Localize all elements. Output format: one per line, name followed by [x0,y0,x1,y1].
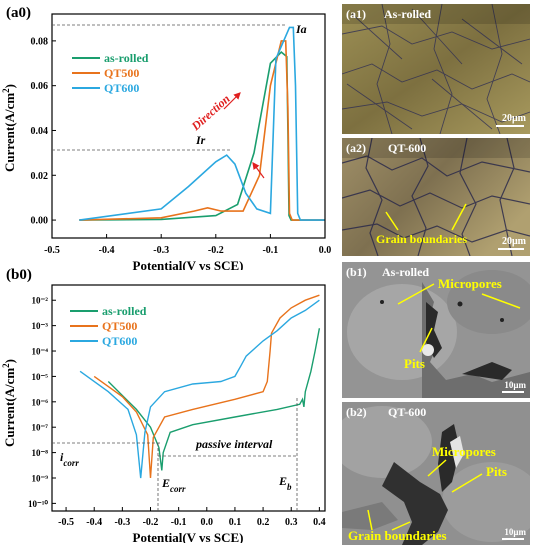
a0-plot-frame [51,13,326,239]
pits-label-b2: Pits [486,464,507,479]
b0-x-tick-label: 0.4 [313,517,326,528]
b0-legend: as-rolled QT500 QT600 [70,304,147,348]
legend-label-qt600: QT600 [102,334,137,348]
b0-y-tick-label: 10⁻⁷ [32,423,49,433]
b0-x-tick-label: -0.2 [143,517,159,528]
b0-y-tick-label: 10⁻⁴ [32,347,49,357]
annotation-arrows-b1 [397,283,521,353]
b0-y-tick-label: 10⁻⁸ [32,448,49,458]
a0-x-tick-label: -0.4 [99,245,115,256]
b0-x-tick-label: 0.2 [257,517,270,528]
a0-y-tick-label: 0.02 [31,171,49,182]
ia-label: Ia [295,22,307,36]
ecorr-label: Ecorr [161,476,186,494]
sem-image-b1-texture [342,262,530,398]
scale-bar-a2 [498,248,524,250]
a0-legend: as-rolled QT500 QT600 [72,51,149,95]
scale-label-b1: 10μm [504,380,526,390]
micropores-label-b2: Micropores [432,444,496,459]
legend-label-qt500: QT500 [102,319,137,333]
panel-label-a2: (a2) [346,141,366,155]
caption-a2: QT-600 [388,141,427,155]
grain-boundaries-label-a2: Grain boundaries [376,232,468,246]
sem-image-b2: (b2) QT-600 Micropores Pits Grain bounda… [342,402,530,545]
b0-x-tick-label: 0.3 [285,517,298,528]
b0-x-tick-label: -0.1 [171,517,187,528]
b0-series-line-as-rolled [107,328,321,471]
a0-y-axis-label: Current(A/cm2) [1,84,17,172]
scale-bar-b1 [502,391,524,393]
micrograph-a2-texture [342,138,530,256]
micrograph-a2: (a2) QT-600 Grain boundaries 20μm [342,138,530,256]
direction-label: Direction [188,91,233,134]
b0-series-line-qt500 [93,294,320,479]
chart-b0-polarization: (b0) -0.5 -0.4 -0.3 -0.2 -0.1 0.0 0.1 0.2 0.3 0.4… [1,267,326,543]
b0-x-tick-label: 0.0 [201,517,214,528]
b0-y-tick-label: 10⁻⁶ [32,397,49,407]
a0-y-tick-label: 0.08 [31,36,49,47]
scale-label-a1: 20μm [502,113,526,124]
grain-boundary-arrows-a2 [385,203,467,231]
icorr-label: icorr [60,450,79,468]
a0-x-axis-label: Potential(V vs SCE) [133,258,244,270]
caption-a1: As-rolled [384,7,432,21]
a0-y-tick-label: 0.00 [31,216,49,227]
direction-arrow-reverse [252,162,265,179]
a0-x-tick-label: -0.3 [153,245,169,256]
b0-x-tick-label: -0.5 [58,517,74,528]
caption-b2: QT-600 [388,405,427,419]
a0-x-tick-label: 0.0 [319,245,332,256]
eb-label: Eb [278,474,292,492]
b0-y-tick-label: 10⁻⁹ [32,473,49,483]
scale-label-a2: 20μm [502,236,526,247]
b0-series-line-qt600 [79,299,320,479]
direction-arrow-forward [223,92,241,110]
sem-image-b2-texture [342,402,530,545]
a0-x-tick-label: -0.1 [262,245,278,256]
legend-label-as-rolled: as-rolled [104,51,149,65]
micrograph-a1: (a1) As-rolled 20μm [342,4,530,134]
a0-y-tick-label: 0.04 [31,126,49,137]
b0-x-tick-label: 0.1 [229,517,242,528]
b0-x-tick-label: -0.4 [86,517,102,528]
legend-label-qt600: QT600 [104,81,139,95]
ir-label: Ir [195,133,206,147]
panel-label-b0: (b0) [6,267,32,283]
a0-x-tick-label: -0.2 [208,245,224,256]
a0-y-axis-label-text: Current(A/cm [2,93,17,172]
micrograph-a1-texture [342,4,530,134]
legend-label-qt500: QT500 [104,66,139,80]
a0-x-tick-label: -0.5 [44,245,60,256]
b0-y-tick-label: 10⁻² [32,296,49,306]
b0-x-tick-label: -0.3 [114,517,130,528]
pits-label-b1: Pits [404,356,425,371]
a0-series-line-qt500 [79,40,325,221]
scale-bar-b2 [502,538,524,540]
b0-y-axis-label: Current(A/cm2) [1,359,17,447]
micropores-label-b1: Micropores [438,276,502,291]
caption-b1: As-rolled [382,265,430,279]
legend-label-as-rolled: as-rolled [102,304,147,318]
a0-y-tick-label: 0.06 [31,81,49,92]
b0-plot-frame [51,284,326,512]
b0-y-tick-label: 10⁻³ [32,321,49,331]
scale-bar-a1 [496,125,524,127]
annotation-arrows-b2 [367,459,483,531]
panel-label-a1: (a1) [346,7,366,21]
scale-label-b2: 10μm [504,527,526,537]
sem-image-b1: (b1) As-rolled Micropores Pits 10μm [342,262,530,398]
chart-a0-linear-sweep: (a0) -0.5 -0.4 -0.3 -0.2 -0.1 0.0 0.00 0.02 0.04… [1,5,332,270]
panel-label-a0: (a0) [6,5,31,21]
a0-y-axis-label-exp: 2 [1,88,11,93]
grain-boundaries-label-b2: Grain boundaries [348,528,447,543]
passive-interval-label: passive interval [195,437,273,451]
b0-y-tick-label: 10⁻⁵ [32,372,49,382]
a0-series-line-qt600 [79,26,325,221]
b0-y-tick-label: 10⁻¹⁰ [28,499,48,509]
b0-x-axis-label: Potential(V vs SCE) [133,530,244,543]
panel-label-b1: (b1) [346,265,367,279]
panel-label-b2: (b2) [346,405,367,419]
